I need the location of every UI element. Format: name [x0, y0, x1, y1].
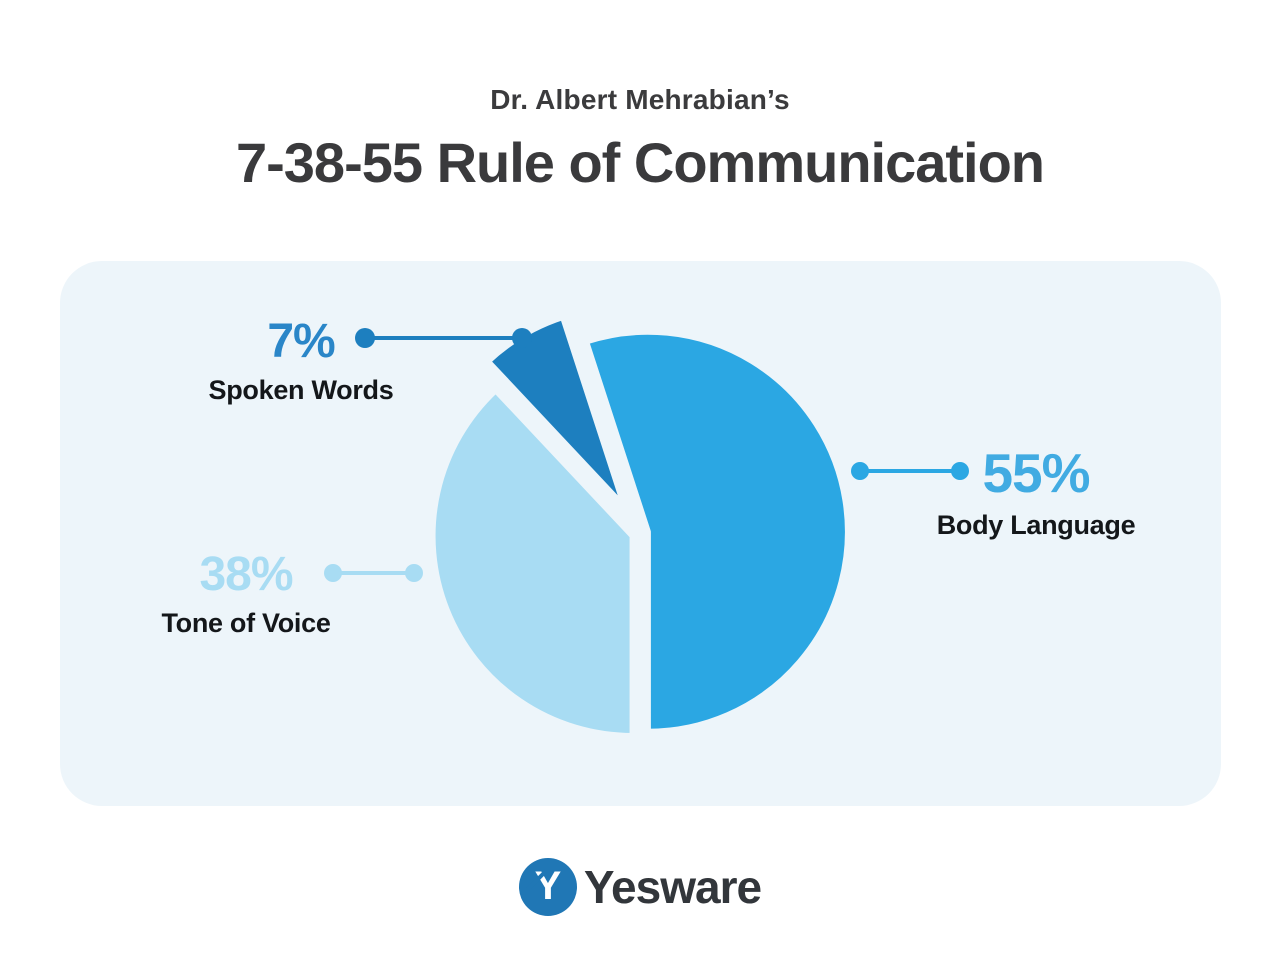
page-title: 7-38-55 Rule of Communication — [235, 131, 1045, 194]
callout-value-tone-of-voice: 38% — [199, 548, 293, 601]
callout-label-tone-of-voice: Tone of Voice — [161, 608, 331, 638]
subtitle: Dr. Albert Mehrabian’s — [490, 84, 790, 115]
callout-value-body-language: 55% — [982, 442, 1090, 504]
logo-y-glyph: Y — [534, 863, 562, 908]
callout-label-body-language: Body Language — [936, 510, 1136, 540]
callout-value-spoken-words: 7% — [267, 315, 335, 368]
callout-label-spoken-words: Spoken Words — [208, 375, 394, 405]
brand-wordmark: Yesware — [583, 861, 762, 913]
callout-spoken-words: 7% Spoken Words — [151, 318, 451, 406]
brand-footer: Y Yesware — [0, 858, 1280, 916]
callout-tone-of-voice: 38% Tone of Voice — [96, 551, 396, 639]
yesware-logo-icon: Y — [518, 858, 577, 916]
callout-body-language: 55% Body Language — [886, 446, 1186, 541]
